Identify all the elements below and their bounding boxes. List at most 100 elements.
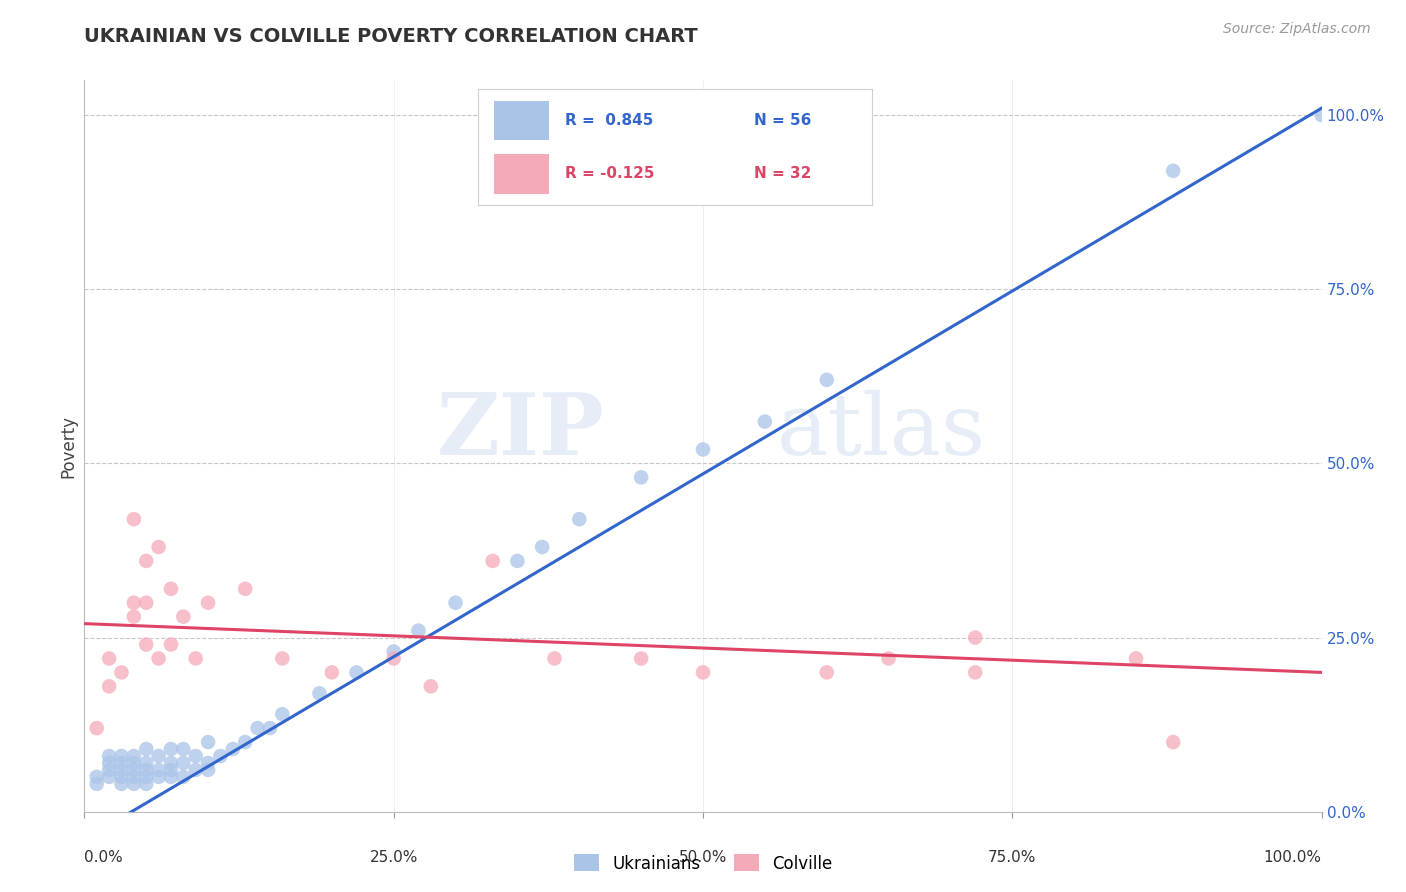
Point — [197, 756, 219, 770]
Point — [135, 770, 157, 784]
Point — [346, 665, 368, 680]
Text: 50.0%: 50.0% — [679, 850, 727, 865]
Point — [148, 763, 170, 777]
Point — [382, 651, 405, 665]
Point — [1125, 651, 1147, 665]
Text: R = -0.125: R = -0.125 — [565, 166, 654, 181]
Point — [172, 756, 194, 770]
Point — [122, 756, 145, 770]
Point — [160, 638, 183, 652]
Point — [122, 763, 145, 777]
Point — [110, 756, 132, 770]
Point — [110, 777, 132, 791]
Point — [122, 749, 145, 764]
Point — [160, 742, 183, 756]
Point — [877, 651, 900, 665]
Point — [233, 735, 256, 749]
Point — [135, 756, 157, 770]
Point — [135, 763, 157, 777]
Point — [184, 749, 207, 764]
Point — [110, 749, 132, 764]
Point — [135, 554, 157, 568]
Text: N = 32: N = 32 — [754, 166, 811, 181]
Point — [419, 679, 441, 693]
Point — [209, 749, 232, 764]
Point — [1161, 164, 1184, 178]
Point — [692, 442, 714, 457]
Point — [160, 770, 183, 784]
Point — [172, 609, 194, 624]
Point — [122, 596, 145, 610]
Point — [148, 651, 170, 665]
Text: ZIP: ZIP — [436, 390, 605, 474]
Point — [98, 679, 121, 693]
FancyBboxPatch shape — [494, 101, 548, 140]
Point — [531, 540, 554, 554]
Point — [122, 512, 145, 526]
Text: N = 56: N = 56 — [754, 113, 811, 128]
Point — [222, 742, 245, 756]
Point — [1310, 108, 1333, 122]
Text: R =  0.845: R = 0.845 — [565, 113, 652, 128]
Point — [160, 582, 183, 596]
Point — [815, 373, 838, 387]
Y-axis label: Poverty: Poverty — [59, 415, 77, 477]
Point — [172, 770, 194, 784]
Point — [98, 756, 121, 770]
Point — [308, 686, 330, 700]
Point — [1161, 735, 1184, 749]
Point — [259, 721, 281, 735]
FancyBboxPatch shape — [494, 154, 548, 194]
Point — [630, 651, 652, 665]
Point — [122, 609, 145, 624]
Point — [148, 749, 170, 764]
Point — [506, 554, 529, 568]
Point — [630, 470, 652, 484]
Point — [172, 742, 194, 756]
Text: 75.0%: 75.0% — [988, 850, 1036, 865]
Point — [815, 665, 838, 680]
Point — [135, 596, 157, 610]
Text: 100.0%: 100.0% — [1264, 850, 1322, 865]
Point — [148, 540, 170, 554]
Point — [965, 631, 987, 645]
Point — [965, 665, 987, 680]
Point — [160, 763, 183, 777]
Point — [543, 651, 565, 665]
Point — [98, 651, 121, 665]
Point — [122, 770, 145, 784]
Point — [135, 742, 157, 756]
Point — [86, 770, 108, 784]
Text: atlas: atlas — [778, 390, 987, 473]
Point — [382, 644, 405, 658]
Point — [271, 707, 294, 722]
Text: 25.0%: 25.0% — [370, 850, 418, 865]
Text: 0.0%: 0.0% — [84, 850, 124, 865]
Point — [408, 624, 430, 638]
Point — [110, 665, 132, 680]
Point — [197, 596, 219, 610]
Point — [148, 770, 170, 784]
Point — [184, 763, 207, 777]
Point — [184, 651, 207, 665]
Point — [135, 777, 157, 791]
Text: UKRAINIAN VS COLVILLE POVERTY CORRELATION CHART: UKRAINIAN VS COLVILLE POVERTY CORRELATIO… — [84, 27, 699, 45]
Point — [568, 512, 591, 526]
Point — [197, 763, 219, 777]
Text: Source: ZipAtlas.com: Source: ZipAtlas.com — [1223, 22, 1371, 37]
Point — [98, 770, 121, 784]
Point — [98, 763, 121, 777]
Point — [122, 777, 145, 791]
Legend: Ukrainians, Colville: Ukrainians, Colville — [567, 847, 839, 880]
Point — [197, 735, 219, 749]
Point — [160, 756, 183, 770]
Point — [110, 770, 132, 784]
Point — [481, 554, 503, 568]
Point — [692, 665, 714, 680]
Point — [444, 596, 467, 610]
Point — [321, 665, 343, 680]
Point — [110, 763, 132, 777]
Point — [233, 582, 256, 596]
Point — [135, 638, 157, 652]
Point — [271, 651, 294, 665]
